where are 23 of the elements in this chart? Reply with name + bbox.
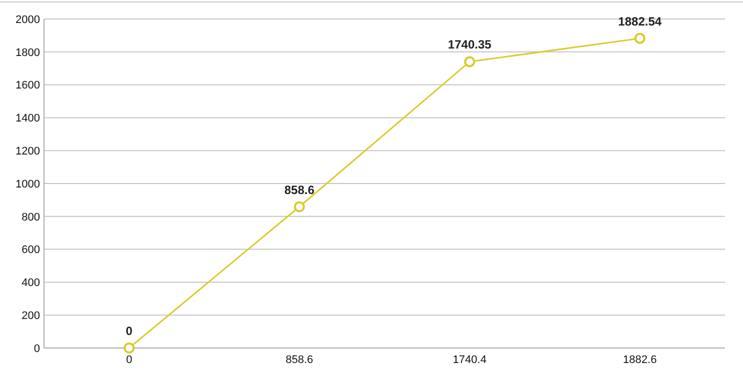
point — [124, 342, 135, 354]
data-label: 1740.35 — [448, 38, 492, 52]
y-tick-label: 1600 — [16, 80, 40, 92]
point — [294, 201, 305, 212]
y-tick-label: 2000 — [16, 14, 40, 26]
y-tick-label: 200 — [22, 310, 40, 322]
y-tick-label: 1800 — [16, 46, 40, 59]
y-tick-label: 1200 — [16, 145, 40, 158]
y-tick-label: 600 — [22, 244, 40, 256]
point — [634, 32, 646, 44]
data-label: 0 — [126, 324, 133, 338]
y-tick-label: 1400 — [16, 112, 40, 125]
x-tick-label: 1740.4 — [452, 354, 486, 366]
x-tick-label: 0 — [126, 354, 132, 366]
y-tick-label: 1000 — [16, 178, 40, 190]
y-tick-label: 400 — [22, 277, 40, 290]
point — [464, 56, 476, 68]
x-tick-label: 858.6 — [286, 354, 314, 366]
y-tick-label: 800 — [22, 211, 40, 224]
y-tick-label: 0 — [34, 342, 40, 355]
data-label: 1882.54 — [618, 14, 662, 28]
x-tick-label: 1882.6 — [623, 354, 657, 366]
data-label: 858.6 — [284, 182, 315, 197]
